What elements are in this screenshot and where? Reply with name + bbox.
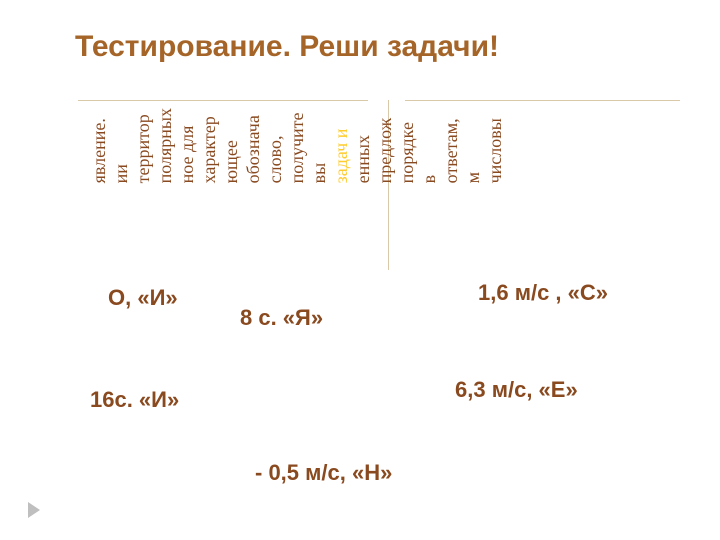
answer-1: О, «И» — [108, 285, 178, 311]
vertical-word-4: порядке — [396, 108, 418, 183]
vertical-word-7: задач и — [330, 108, 352, 183]
answer-6: - 0,5 м/с, «Н» — [255, 460, 392, 486]
answer-2: 8 с. «Я» — [240, 305, 323, 331]
vertical-word-13: характер — [198, 108, 220, 183]
arrow-icon — [28, 502, 40, 518]
divider-left — [78, 100, 368, 101]
vertical-word-16: территор — [132, 108, 154, 183]
vertical-word-2: ответам, — [440, 108, 462, 183]
vertical-word-15: полярных — [154, 108, 176, 183]
vertical-word-1: м — [462, 108, 484, 183]
vertical-word-6: енных — [352, 108, 374, 183]
answer-5: 6,3 м/с, «Е» — [455, 377, 578, 403]
vertical-word-5: предлож — [374, 108, 396, 183]
vertical-word-0: числовы — [484, 108, 506, 183]
answer-3: 1,6 м/с , «С» — [478, 280, 608, 306]
vertical-word-8: вы — [308, 108, 330, 183]
vertical-word-12: ющее — [220, 108, 242, 183]
vertical-word-10: слово, — [264, 108, 286, 183]
vertical-text-strip: числовымответам,впорядкепредложенныхзада… — [88, 108, 506, 183]
vertical-word-11: обознача — [242, 108, 264, 183]
vertical-word-14: ное для — [176, 108, 198, 183]
vertical-word-9: получите — [286, 108, 308, 183]
divider-right — [405, 100, 680, 101]
vertical-word-18: явление. — [88, 108, 110, 183]
vertical-word-3: в — [418, 108, 440, 183]
answer-4: 16с. «И» — [90, 387, 179, 413]
vertical-word-17: ии — [110, 108, 132, 183]
page-title: Тестирование. Реши задачи! — [75, 30, 499, 64]
